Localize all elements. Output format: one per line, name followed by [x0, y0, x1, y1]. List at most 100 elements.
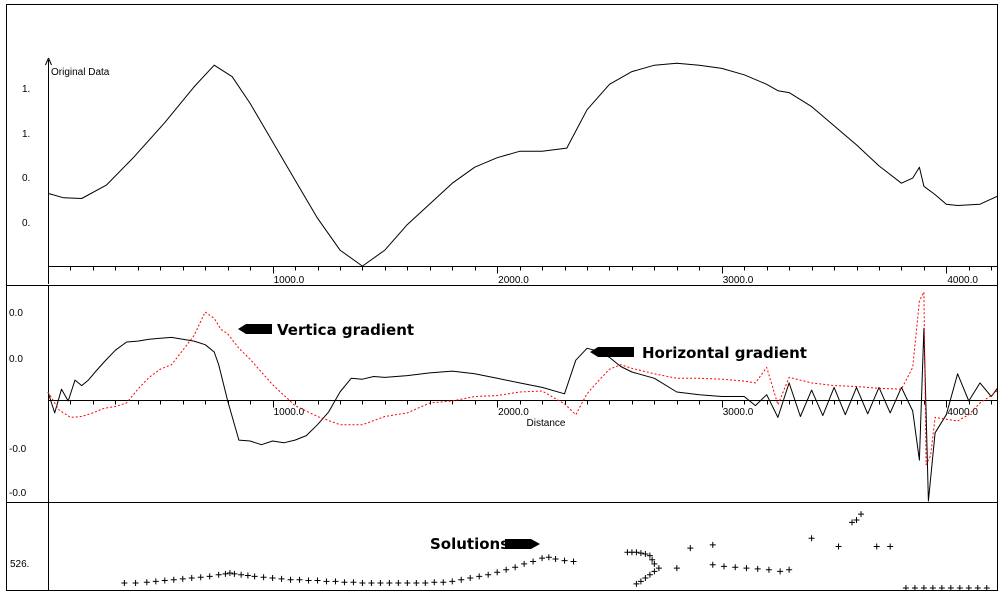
solution-point: [503, 566, 510, 573]
solution-point: [539, 555, 546, 562]
solution-point: [983, 585, 990, 591]
solution-point: [947, 585, 954, 591]
solution-point: [314, 577, 321, 584]
solution-point: [754, 565, 761, 572]
solution-point: [413, 580, 420, 587]
solution-point: [377, 580, 384, 587]
solution-point: [206, 573, 213, 580]
gradient-panel: 1000.0 2000.0 3000.0 4000.0 0.0 0.0 -0.0 -0.0 Di…: [9, 286, 998, 503]
solution-point: [476, 573, 483, 580]
solution-point: [278, 575, 285, 582]
solution-point: [368, 580, 375, 587]
y-tick-label: 0.: [22, 173, 30, 184]
y-tick-label: -0.0: [9, 444, 27, 455]
vertica-gradient-line: [47, 291, 998, 466]
solution-point: [655, 565, 662, 572]
solution-point: [359, 580, 366, 587]
original-data-panel: 1000.0 2000.0 3000.0 4000.0 1. 1. 0. 0. Original…: [22, 57, 998, 286]
solution-point: [179, 575, 186, 582]
x-tick-label: 4000.0: [947, 275, 978, 286]
solution-point: [197, 574, 204, 581]
solution-point: [305, 577, 312, 584]
solution-point: [911, 585, 918, 591]
solution-point: [132, 580, 139, 587]
solution-point: [858, 511, 865, 518]
x-tick-label: 3000.0: [723, 275, 754, 286]
solution-point: [440, 579, 447, 586]
x-axis-label: Distance: [527, 418, 566, 429]
solution-point: [646, 571, 653, 578]
solution-point: [386, 580, 393, 587]
solution-point: [341, 579, 348, 586]
solution-point: [835, 543, 842, 550]
solution-point: [887, 543, 894, 550]
solution-point: [642, 575, 649, 582]
solution-point: [649, 556, 656, 563]
solution-point: [422, 580, 429, 587]
y-axis-arrow-icon: [45, 57, 52, 66]
solution-point: [431, 579, 438, 586]
y-tick-label: 1.: [22, 129, 30, 140]
solutions-arrow-icon: [505, 539, 540, 549]
solution-point: [458, 576, 465, 583]
solution-point: [709, 561, 716, 568]
solution-point: [709, 541, 716, 548]
solution-point: [651, 560, 658, 567]
solution-point: [512, 564, 519, 571]
vertical-gradient-label: Vertica gradient: [277, 321, 414, 339]
solution-point: [238, 571, 245, 578]
solution-point: [642, 550, 649, 557]
solutions-annotation: Solutions: [430, 535, 540, 553]
solution-point: [873, 543, 880, 550]
x-tick-label: 1000.0: [274, 275, 305, 286]
solution-point: [244, 572, 251, 579]
y-tick-label: -0.0: [9, 488, 27, 499]
solution-point: [332, 578, 339, 585]
solution-point: [521, 560, 528, 567]
x-tick-label: 3000.0: [723, 407, 754, 418]
solution-point: [143, 579, 150, 586]
solution-point: [849, 519, 856, 526]
horizontal-gradient-arrow-icon: [590, 347, 634, 357]
solution-point: [161, 577, 168, 584]
solution-point: [222, 570, 229, 577]
solution-point: [260, 574, 267, 581]
panel-title: Original Data: [51, 67, 110, 78]
y-tick-label: 526.: [10, 559, 29, 570]
y-tick-label: 1.: [22, 84, 30, 95]
solution-point: [687, 545, 694, 552]
solution-point: [226, 570, 233, 577]
original-data-line: [47, 62, 998, 267]
solution-point: [637, 578, 644, 585]
solution-point: [633, 580, 640, 587]
solution-point: [743, 565, 750, 572]
solution-point: [449, 578, 456, 585]
vertical-gradient-arrow-icon: [238, 324, 272, 334]
solution-point: [188, 575, 195, 582]
solution-point: [570, 558, 577, 565]
solution-point: [404, 580, 411, 587]
solution-point: [485, 571, 492, 578]
solution-point: [902, 585, 909, 591]
solution-point: [786, 566, 793, 573]
solution-point: [561, 557, 568, 564]
solution-point: [637, 550, 644, 557]
x-tick-label: 1000.0: [274, 407, 305, 418]
solution-point: [651, 568, 658, 575]
solution-point: [530, 558, 537, 565]
solutions-panel: 526.: [10, 503, 990, 591]
solution-point: [467, 575, 474, 582]
horizontal-gradient-label: Horizontal gradient: [642, 344, 807, 362]
solutions-label: Solutions: [430, 535, 509, 553]
solution-point: [853, 516, 860, 523]
solution-point: [920, 585, 927, 591]
vertical-gradient-annotation: Vertica gradient: [238, 321, 414, 339]
solution-point: [673, 565, 680, 572]
solution-point: [251, 573, 258, 580]
solution-point: [974, 585, 981, 591]
solution-point: [956, 585, 963, 591]
solution-point: [269, 575, 276, 582]
solution-point: [624, 549, 631, 556]
solution-point: [646, 552, 653, 559]
